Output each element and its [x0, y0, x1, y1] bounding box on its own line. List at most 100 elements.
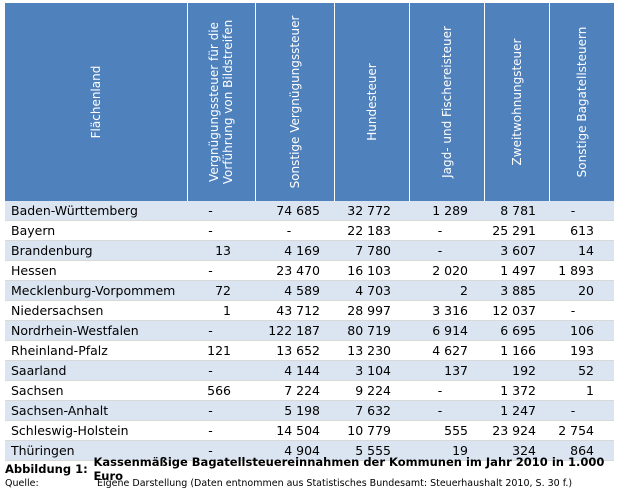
value-cell: -	[409, 240, 484, 261]
tax-revenue-table: Flächenland Vergnügungssteuer für die Vorf…	[5, 3, 614, 461]
value-cell: -	[187, 260, 255, 281]
column-header-label: Hundesteuer	[365, 63, 379, 141]
state-name-cell: Mecklenburg-Vorpommem	[5, 280, 187, 301]
source-label: Quelle:	[5, 477, 39, 489]
header-line-1: Sonstige Vergnügungssteuer	[287, 15, 302, 189]
value-cell: 9 224	[334, 380, 409, 401]
table-row: Sachsen-Anhalt -5 198 7 632-1 247-	[5, 400, 614, 421]
value-cell: 10 779	[334, 420, 409, 441]
value-cell: -	[187, 400, 255, 421]
value-cell: -	[549, 201, 614, 221]
value-cell: -	[187, 201, 255, 221]
value-cell: 28 997	[334, 300, 409, 321]
header-line-1: Flächenland	[88, 65, 103, 139]
value-cell: 864	[549, 440, 614, 461]
value-cell: 192	[484, 360, 549, 381]
column-header-5: Zweitwohnungsteuer	[484, 3, 550, 201]
value-cell: 4 904	[255, 440, 334, 461]
column-header-label: Vergnügungssteuer für die Vorführung von …	[207, 20, 235, 185]
state-name-cell: Bayern	[5, 220, 187, 241]
state-name-cell: Niedersachsen	[5, 300, 187, 321]
state-name-cell: Sachsen-Anhalt	[5, 400, 187, 421]
value-cell: 5 198	[255, 400, 334, 421]
value-cell: 4 703	[334, 280, 409, 301]
state-name-cell: Saarland	[5, 360, 187, 381]
caption-text: Kassenmäßige Bagatellsteuereinnahmen der…	[93, 455, 605, 483]
value-cell: 72	[187, 280, 255, 301]
value-cell: -	[187, 420, 255, 441]
state-name-cell: Baden-Württemberg	[5, 201, 187, 221]
value-cell: 43 712	[255, 300, 334, 321]
header-line-2: Vorführung von Bildstreifen	[221, 19, 235, 185]
value-cell: 1 497	[484, 260, 549, 281]
value-cell: 106	[549, 320, 614, 341]
value-cell: 23 470	[255, 260, 334, 281]
value-cell: 13 230	[334, 340, 409, 361]
source-row: Quelle: Eigene Darstellung (Daten entnom…	[5, 476, 617, 490]
value-cell: 1 247	[484, 400, 549, 421]
column-header-label: Sonstige Bagatellsteuern	[575, 27, 589, 178]
value-cell: 6 695	[484, 320, 549, 341]
value-cell: 7 224	[255, 380, 334, 401]
value-cell: 16 103	[334, 260, 409, 281]
value-cell: 14 504	[255, 420, 334, 441]
value-cell: 3 607	[484, 240, 549, 261]
value-cell: 1 372	[484, 380, 549, 401]
value-cell: 13	[187, 240, 255, 261]
value-cell: -	[187, 440, 255, 461]
value-cell: 32 772	[334, 201, 409, 221]
value-cell: 13 652	[255, 340, 334, 361]
value-cell: 122 187	[255, 320, 334, 341]
header-line-1: Jagd- und Fischereisteuer	[439, 26, 454, 178]
column-header-label: Sonstige Vergnügungssteuer	[288, 16, 302, 189]
value-cell: 52	[549, 360, 614, 381]
header-line-1: Zweitwohnungsteuer	[509, 38, 524, 166]
header-line-1: Sonstige Bagatellsteuern	[574, 26, 589, 178]
value-cell: 1 289	[409, 201, 484, 221]
value-cell: 4 627	[409, 340, 484, 361]
value-cell: 4 144	[255, 360, 334, 381]
value-cell: 4 589	[255, 280, 334, 301]
value-cell: 12 037	[484, 300, 549, 321]
state-name-cell: Thüringen	[5, 440, 187, 461]
table-row: Brandenburg 13 4 169 7 780-3 607 14	[5, 240, 614, 261]
table-row: Thüringen -4 904 5 555 19 324 864	[5, 440, 614, 461]
value-cell: 121	[187, 340, 255, 361]
source-text: Eigene Darstellung (Daten entnommen aus …	[97, 477, 573, 489]
column-header-2: Sonstige Vergnügungssteuer	[255, 3, 335, 201]
value-cell: 25 291	[484, 220, 549, 241]
value-cell: 3 885	[484, 280, 549, 301]
value-cell: 5 555	[334, 440, 409, 461]
table-row: Bayern - -22 183-25 291 613	[5, 220, 614, 241]
table-row: Baden-Württemberg -74 685 32 772 1 289 8 781…	[5, 201, 614, 221]
table-row: Rheinland-Pfalz 121 13 652 13 230 4 627 1 166…	[5, 340, 614, 361]
value-cell: -	[409, 380, 484, 401]
value-cell: 324	[484, 440, 549, 461]
column-header-3: Hundesteuer	[334, 3, 410, 201]
column-header-4: Jagd- und Fischereisteuer	[409, 3, 485, 201]
value-cell: 613	[549, 220, 614, 241]
value-cell: 23 924	[484, 420, 549, 441]
state-name-cell: Schleswig-Holstein	[5, 420, 187, 441]
value-cell: 74 685	[255, 201, 334, 221]
value-cell: 2	[409, 280, 484, 301]
table-row: Niedersachsen 1 43 712 28 997 3 316 12 037-	[5, 300, 614, 321]
column-header-0: Flächenland	[5, 3, 188, 201]
value-cell: 7 632	[334, 400, 409, 421]
value-cell: 1	[549, 380, 614, 401]
value-cell: 6 914	[409, 320, 484, 341]
column-header-6: Sonstige Bagatellsteuern	[549, 3, 614, 201]
header-line-1: Hundesteuer	[364, 63, 379, 141]
state-name-cell: Rheinland-Pfalz	[5, 340, 187, 361]
state-name-cell: Nordrhein-Westfalen	[5, 320, 187, 341]
value-cell: 4 169	[255, 240, 334, 261]
value-cell: 1 893	[549, 260, 614, 281]
value-cell: -	[187, 220, 255, 241]
figure-caption: Abbildung 1: Kassenmäßige Bagatellsteuer…	[5, 455, 617, 490]
value-cell: 3 104	[334, 360, 409, 381]
caption-row: Abbildung 1: Kassenmäßige Bagatellsteuer…	[5, 455, 617, 483]
state-name-cell: Hessen	[5, 260, 187, 281]
value-cell: 20	[549, 280, 614, 301]
header-row: Flächenland Vergnügungssteuer für die Vorf…	[5, 3, 614, 201]
value-cell: -	[549, 400, 614, 421]
